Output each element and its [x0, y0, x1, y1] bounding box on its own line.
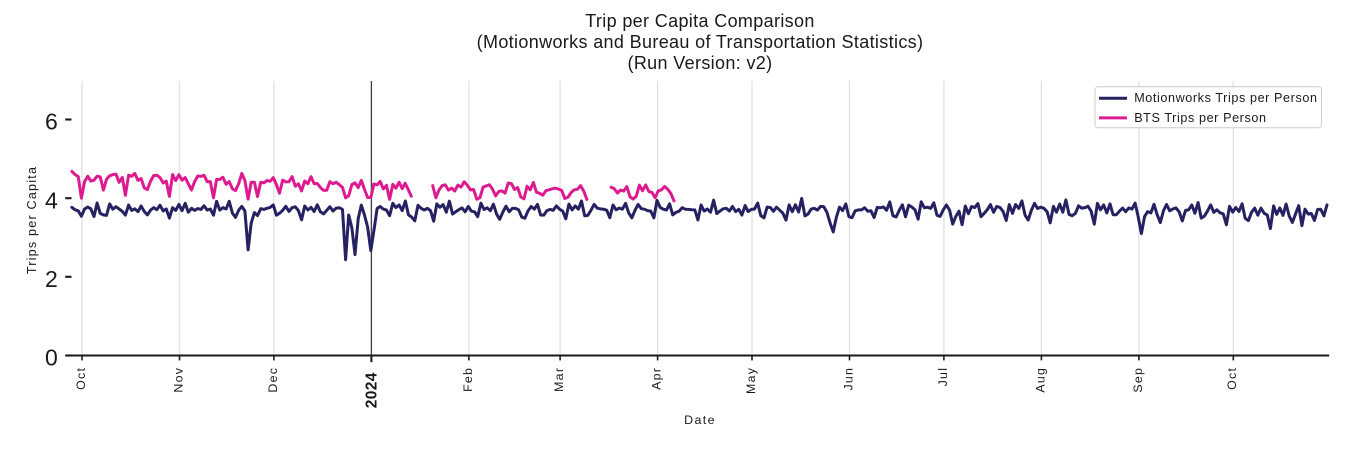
svg-text:Dec: Dec — [266, 367, 280, 393]
svg-text:6: 6 — [45, 109, 58, 135]
svg-text:Jul: Jul — [936, 367, 950, 387]
svg-text:4: 4 — [45, 187, 58, 213]
svg-text:2024: 2024 — [364, 372, 381, 408]
svg-text:Oct: Oct — [1225, 367, 1239, 390]
svg-text:Apr: Apr — [650, 367, 664, 390]
svg-text:Date: Date — [684, 413, 716, 427]
svg-text:Sep: Sep — [1131, 367, 1145, 393]
svg-text:Mar: Mar — [552, 367, 566, 392]
svg-text:2: 2 — [45, 266, 58, 292]
svg-text:May: May — [744, 367, 758, 394]
svg-text:Feb: Feb — [461, 367, 475, 392]
svg-text:Jun: Jun — [841, 367, 855, 391]
svg-text:Aug: Aug — [1033, 367, 1047, 393]
svg-text:BTS Trips per Person: BTS Trips per Person — [1134, 111, 1266, 125]
svg-text:Trip per Capita Comparison: Trip per Capita Comparison — [585, 11, 815, 31]
svg-text:Nov: Nov — [171, 367, 185, 393]
svg-text:Oct: Oct — [74, 367, 88, 390]
svg-text:(Motionworks and Bureau of Tra: (Motionworks and Bureau of Transportatio… — [477, 32, 924, 52]
svg-text:Trips per Capita: Trips per Capita — [25, 166, 39, 274]
svg-text:(Run Version: v2): (Run Version: v2) — [627, 53, 772, 73]
svg-text:0: 0 — [45, 345, 58, 371]
svg-text:Motionworks Trips per Person: Motionworks Trips per Person — [1134, 91, 1317, 105]
